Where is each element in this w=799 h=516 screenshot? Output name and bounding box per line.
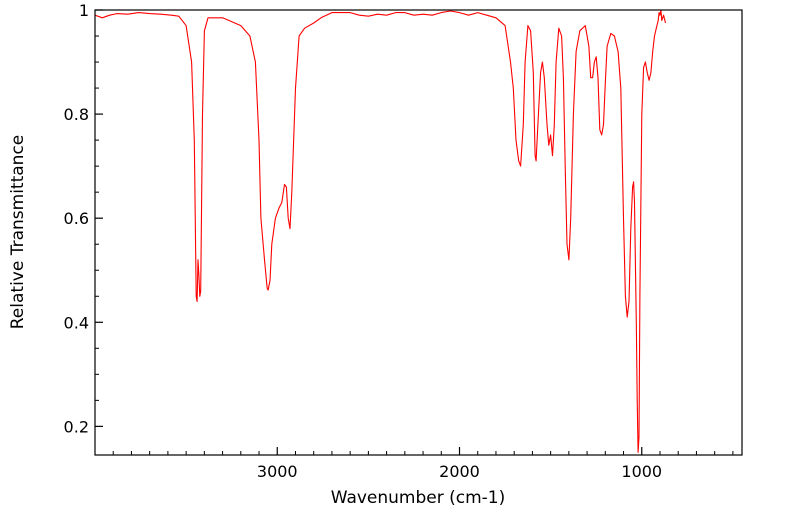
y-axis-title: Relative Transmittance [8, 135, 28, 330]
major-ticks [95, 9, 643, 455]
y-tick-label: 0.6 [64, 209, 89, 228]
minor-ticks [95, 35, 734, 455]
spectrum-line [95, 10, 667, 453]
y-tick-label: 1 [79, 1, 89, 20]
x-axis-title: Wavenumber (cm-1) [331, 488, 506, 508]
x-tick-labels: 3000 2000 1000 [257, 462, 662, 481]
y-tick-label: 0.4 [64, 313, 89, 332]
x-tick-label: 3000 [257, 462, 298, 481]
x-tick-label: 1000 [621, 462, 662, 481]
y-tick-labels: 0.2 0.4 0.6 0.8 1 [64, 1, 89, 436]
x-tick-label: 2000 [439, 462, 480, 481]
y-tick-label: 0.8 [64, 105, 89, 124]
plot-frame [94, 9, 743, 456]
y-tick-label: 0.2 [64, 417, 89, 436]
